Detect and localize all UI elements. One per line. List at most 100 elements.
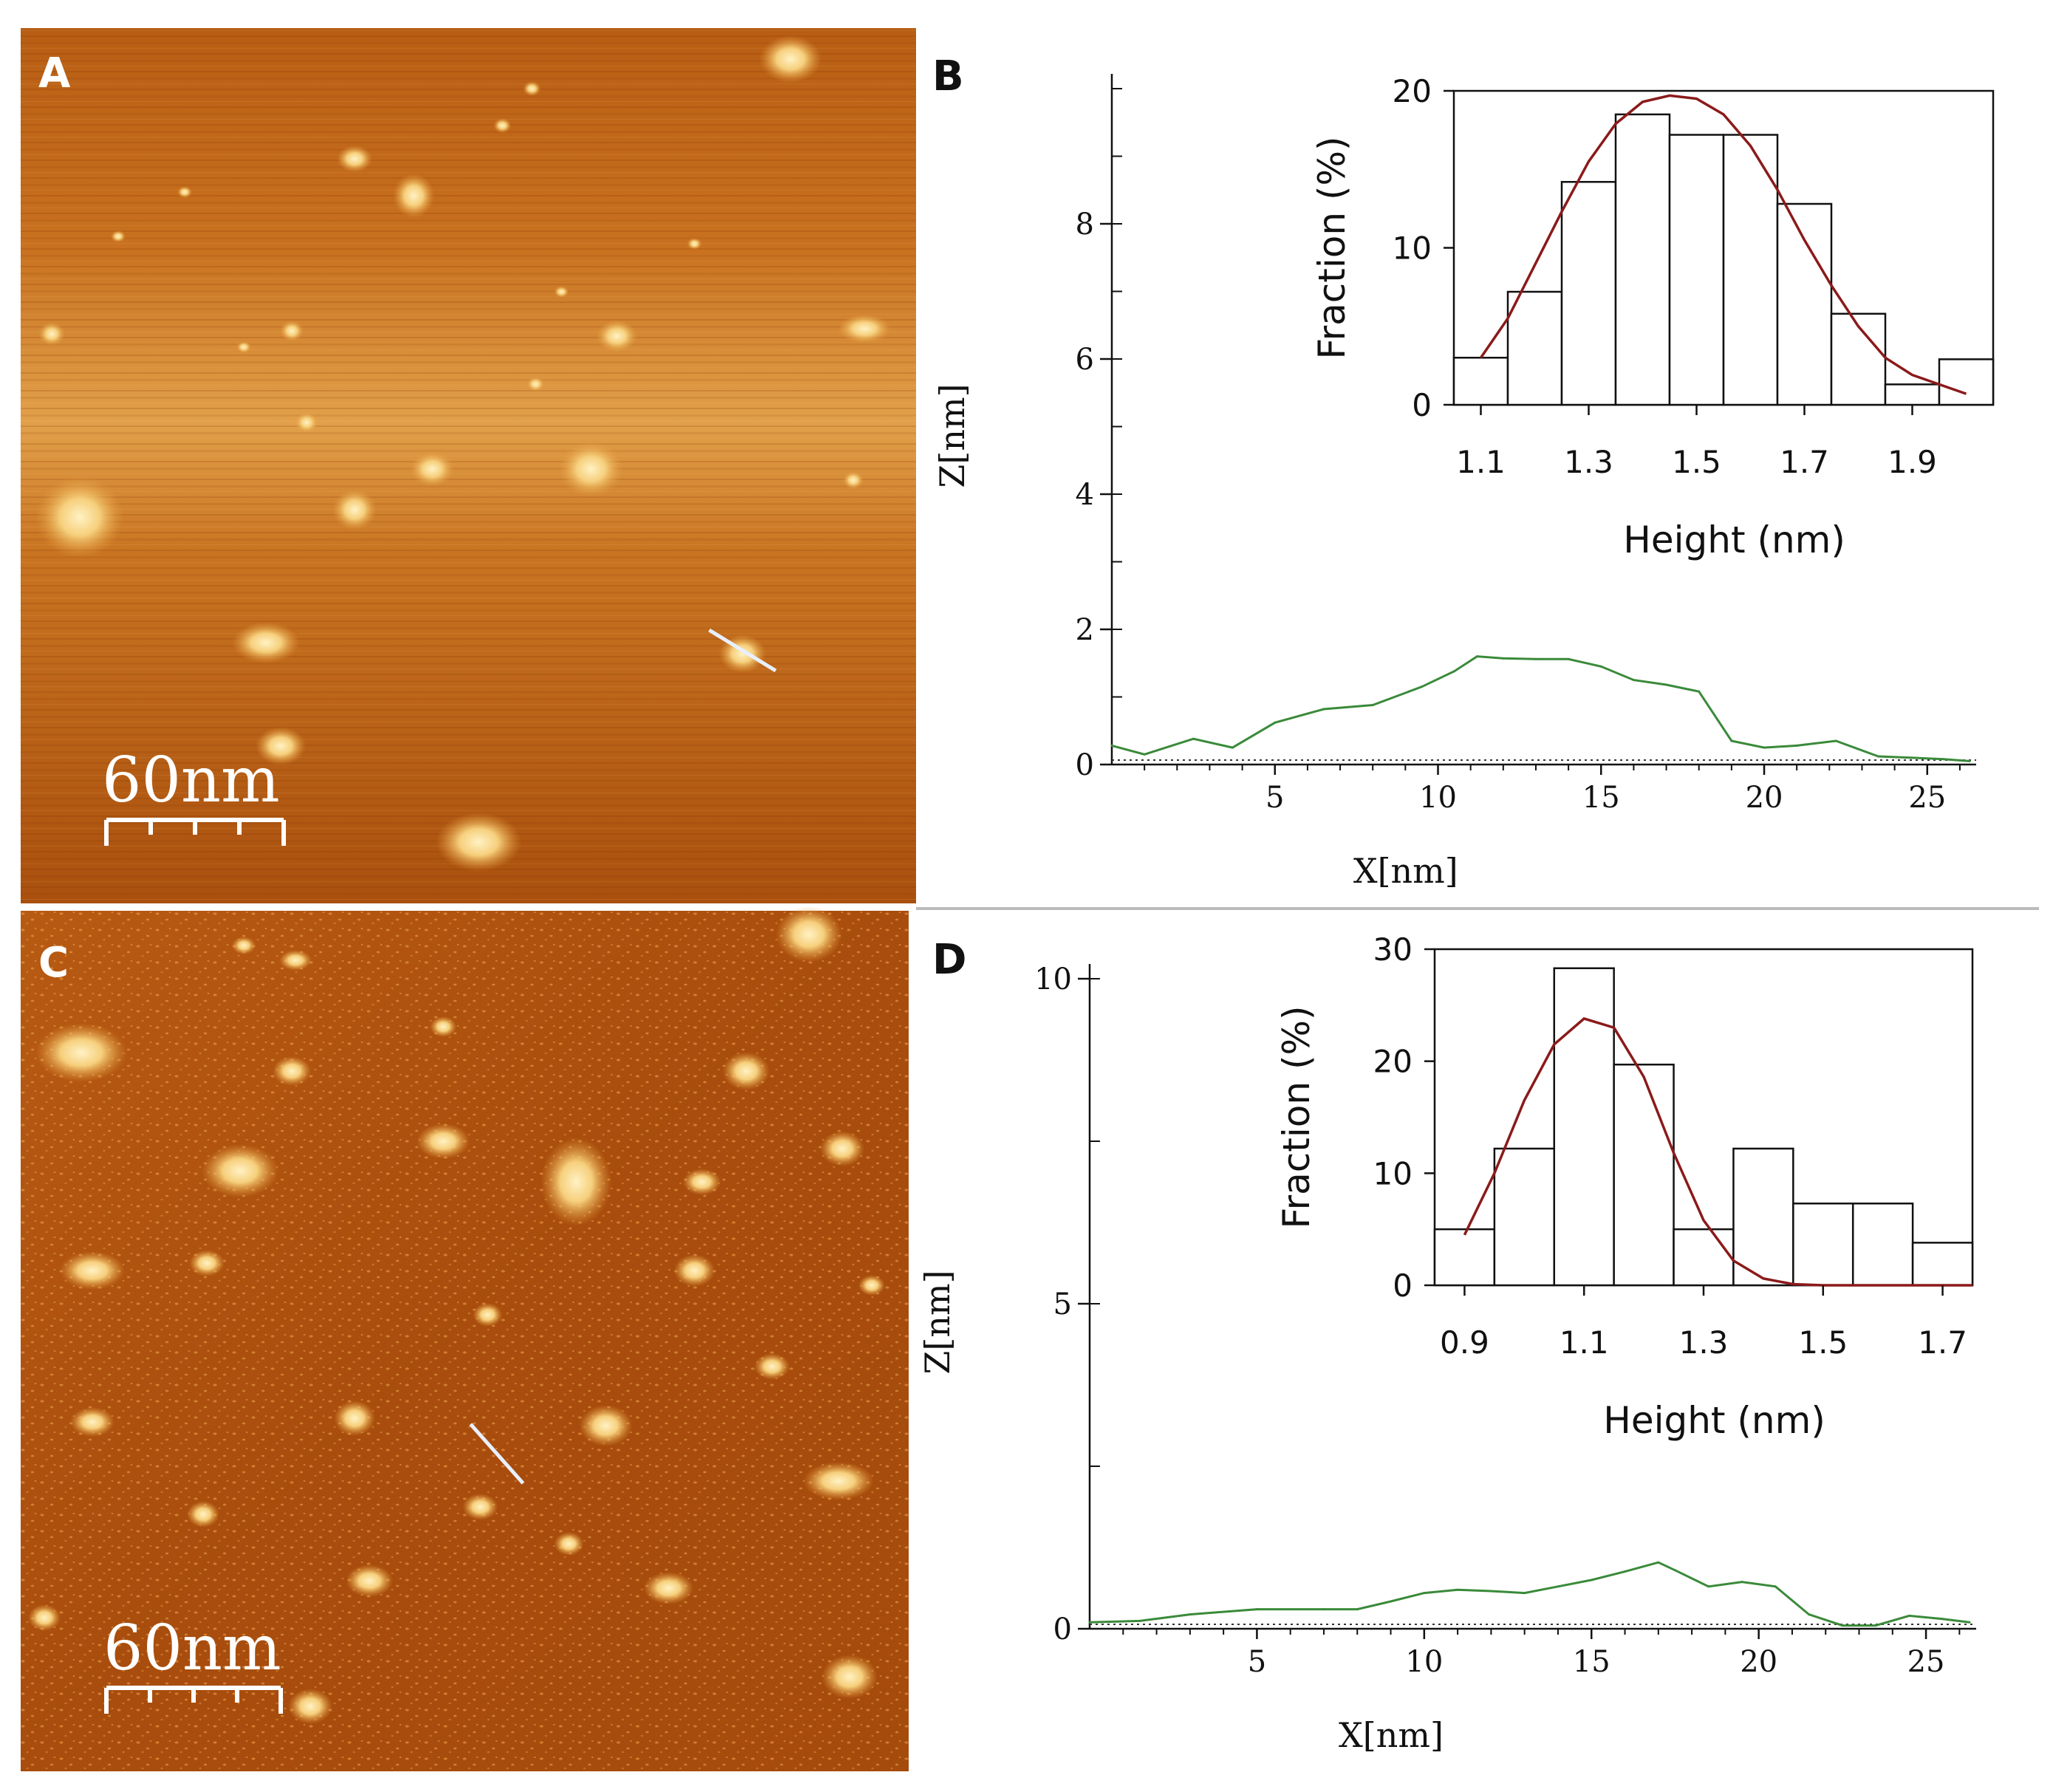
panel-c-particles [28, 906, 885, 1724]
profile-x-tick-label: 20 [1746, 781, 1783, 815]
histogram-bar [1613, 1063, 1675, 1287]
profile-data-point [1624, 1570, 1627, 1573]
profile-data-point [1420, 685, 1423, 688]
profile-data-point [1774, 1585, 1777, 1588]
inset-x-tick-label: 1.1 [1456, 444, 1506, 480]
inset-y-axis-label: Fraction (%) [1275, 1005, 1318, 1228]
afm-particle [687, 238, 702, 250]
afm-particle [838, 314, 891, 343]
profile-data-point [1907, 1614, 1910, 1617]
profile-series-line [1089, 1561, 1970, 1627]
afm-particle [334, 1401, 375, 1436]
panel-d-profile-chart: 0 5 10 5 10 15 20 25 X[nm] Z[nm] [918, 962, 1976, 1755]
histogram-bar [1911, 1242, 1974, 1287]
histogram-bar [1938, 358, 1995, 406]
afm-particle [337, 146, 372, 172]
profile-data-point [1423, 1592, 1426, 1595]
afm-particle [754, 1353, 790, 1380]
histogram-bar [1884, 383, 1941, 406]
afm-particle [177, 186, 192, 198]
panel-c-scale-bar [104, 1686, 283, 1714]
histogram-bar [1560, 181, 1617, 406]
inset-x-tick-label: 1.9 [1888, 444, 1937, 480]
profile-data-point [1356, 1608, 1359, 1611]
histogram-bar [1452, 357, 1509, 406]
profile-data-point [1795, 744, 1798, 747]
panel-b-profile-chart: 0 2 4 6 8 5 10 15 20 25 X[nm] Z[nm] [932, 74, 1976, 891]
panel-a-particles [35, 35, 891, 872]
inset-x-tick-label: 1.3 [1564, 444, 1613, 480]
profile-data-point [1877, 755, 1880, 758]
profile-data-point [1390, 1600, 1393, 1603]
afm-particle [346, 1564, 393, 1597]
profile-data-point [1371, 703, 1374, 706]
histogram-bar [1673, 1228, 1735, 1287]
afm-particle [430, 1016, 457, 1037]
inset-y-tick-label: 30 [1373, 931, 1412, 968]
panel-c-trace-marker [469, 1423, 525, 1485]
profile-x-axis-label: X[nm] [1353, 851, 1458, 891]
afm-particle [280, 321, 304, 341]
gaussian-fit-curve [1463, 1017, 1972, 1287]
afm-particle [202, 1144, 279, 1197]
profile-y-axis-label: Z[nm] [932, 383, 972, 488]
panel-c-scale-bar-label: 60nm [103, 1612, 281, 1684]
afm-particle [393, 174, 434, 218]
profile-data-point [1475, 655, 1478, 658]
profile-y-tick-label: 2 [1076, 613, 1094, 647]
afm-particle [493, 118, 511, 133]
profile-data-point [1138, 1619, 1141, 1622]
profile-x-tick-label: 15 [1573, 1645, 1610, 1679]
profile-data-point [1874, 1624, 1877, 1627]
profile-y-tick-label: 8 [1076, 208, 1094, 242]
panel-a-streaks [21, 28, 916, 903]
profile-data-point [1143, 753, 1146, 756]
profile-data-point [1841, 1624, 1844, 1627]
afm-particle [473, 1303, 502, 1327]
profile-data-point [1590, 1579, 1593, 1581]
profile-data-point [1322, 708, 1325, 711]
profile-data-point [1255, 1608, 1258, 1611]
afm-particle [38, 322, 65, 346]
inset-y-axis-label: Fraction (%) [1311, 136, 1353, 359]
profile-data-point [1730, 739, 1733, 742]
histogram-bar [1732, 1147, 1794, 1287]
afm-particle [70, 1407, 115, 1437]
afm-particle [527, 377, 544, 391]
profile-data-point [1567, 657, 1570, 660]
afm-particle [256, 727, 306, 765]
profile-x-tick-label: 10 [1419, 781, 1457, 815]
profile-data-point [1834, 739, 1837, 742]
panel-b-label: B [932, 52, 964, 100]
afm-particle [683, 1169, 721, 1195]
inset-x-tick-label: 1.1 [1560, 1324, 1609, 1361]
afm-particle [35, 1023, 127, 1082]
profile-data-point [1456, 1588, 1459, 1591]
profile-data-point [1665, 683, 1668, 686]
panel-c-label: C [38, 939, 69, 987]
profile-data-point [1231, 746, 1234, 749]
profile-data-point [1322, 1608, 1325, 1611]
profile-y-tick-label: 10 [1034, 962, 1072, 996]
afm-particle [288, 1689, 332, 1724]
afm-particle [821, 1655, 878, 1699]
afm-particle [279, 950, 312, 971]
inset-y-tick-label: 10 [1393, 230, 1432, 267]
inset-x-tick-label: 1.7 [1918, 1324, 1967, 1361]
afm-particle [273, 1056, 311, 1086]
inset-y-tick-label: 10 [1373, 1155, 1412, 1191]
profile-y-tick-label: 5 [1053, 1287, 1072, 1321]
afm-particle [436, 813, 522, 872]
profile-data-point [1523, 1592, 1526, 1595]
panel-a-afm: A 60nm [21, 28, 916, 903]
profile-data-point [1632, 679, 1635, 682]
afm-particle [558, 441, 624, 497]
profile-data-point [1707, 1585, 1710, 1588]
histogram-bar [1776, 202, 1833, 406]
profile-data-point [1110, 744, 1113, 747]
afm-particle [232, 622, 300, 663]
profile-data-point [1599, 665, 1602, 668]
profile-data-point [1808, 1613, 1811, 1616]
